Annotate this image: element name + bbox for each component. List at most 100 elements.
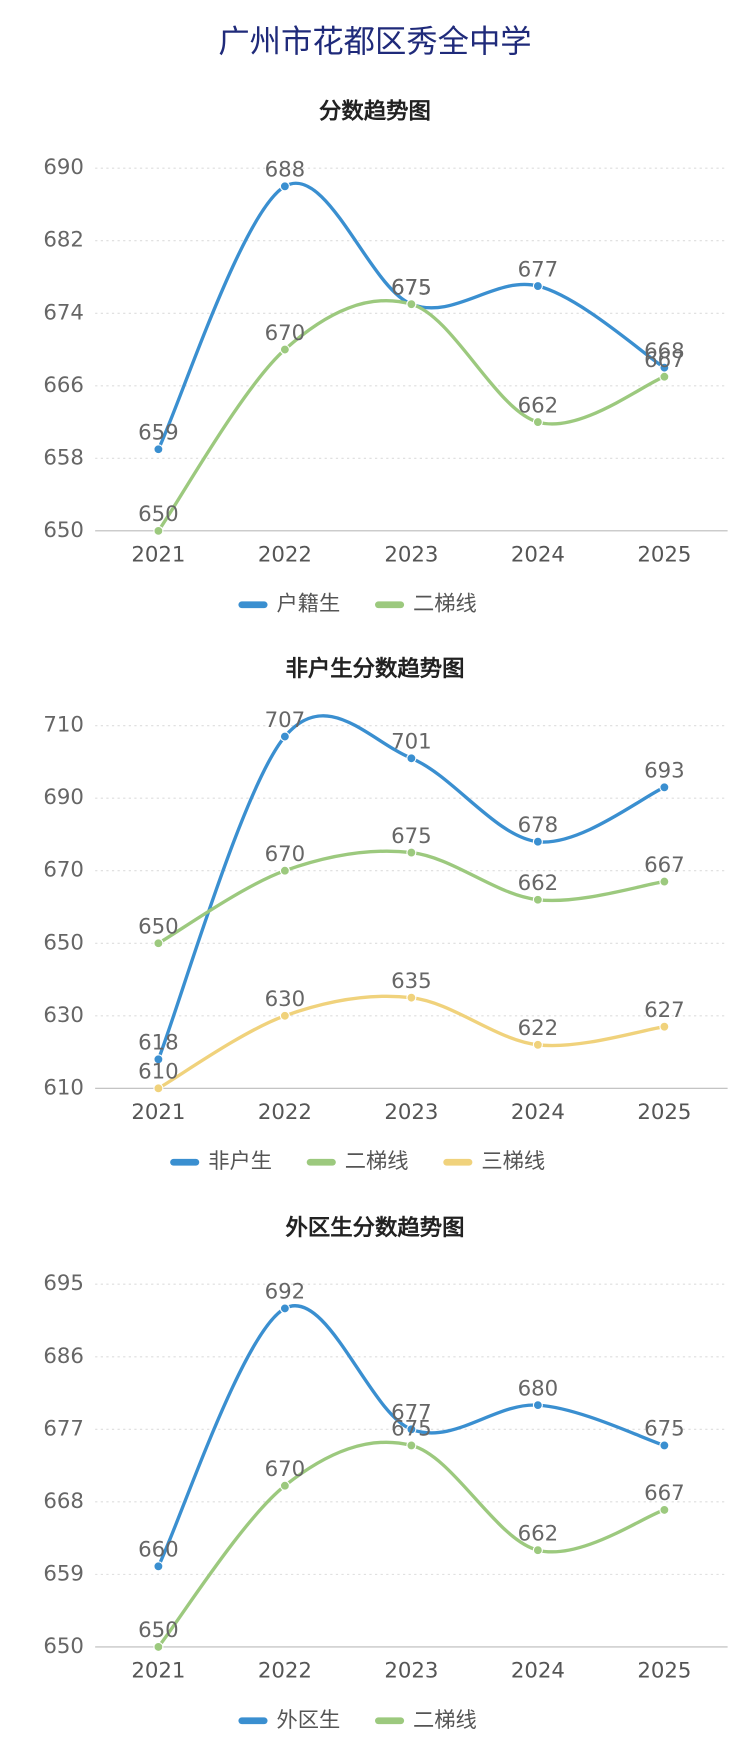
value-label: 662 [518, 871, 559, 896]
data-point [279, 865, 290, 876]
data-point [659, 1021, 670, 1032]
x-tick-label: 2025 [637, 1659, 691, 1684]
data-point [532, 1545, 543, 1556]
legend-label: 三梯线 [481, 1149, 545, 1174]
value-label: 659 [138, 421, 179, 446]
value-label: 675 [391, 276, 432, 301]
y-tick-label: 650 [43, 518, 84, 543]
x-tick-label: 2022 [258, 1659, 312, 1684]
value-label: 701 [391, 730, 432, 755]
series-line [156, 181, 666, 450]
data-point [532, 1400, 543, 1411]
data-point [659, 876, 670, 887]
data-point [406, 299, 417, 310]
value-label: 622 [518, 1016, 559, 1041]
value-label: 662 [518, 393, 559, 418]
y-tick-label: 650 [43, 930, 84, 955]
legend-label: 二梯线 [413, 592, 477, 617]
data-point [153, 1054, 164, 1065]
y-tick-label: 668 [43, 1489, 84, 1514]
data-point [659, 782, 670, 793]
data-point [153, 525, 164, 536]
x-tick-label: 2022 [258, 1100, 312, 1125]
series-line [157, 1440, 665, 1648]
data-point [406, 847, 417, 858]
series-line [157, 849, 665, 945]
data-point [532, 894, 543, 905]
x-tick-label: 2023 [384, 1100, 438, 1125]
value-label: 670 [265, 842, 306, 867]
series-line [157, 994, 665, 1090]
legend-swatch [375, 1717, 405, 1725]
y-tick-label: 690 [43, 155, 84, 180]
data-point [153, 1641, 164, 1652]
x-tick-label: 2024 [511, 1100, 565, 1125]
legend-swatch [443, 1158, 473, 1166]
value-label: 630 [265, 987, 306, 1012]
data-point [532, 281, 543, 292]
y-tick-label: 659 [43, 1561, 84, 1586]
value-label: 680 [518, 1376, 559, 1401]
x-tick-label: 2025 [637, 542, 691, 567]
value-label: 618 [138, 1031, 179, 1056]
x-tick-label: 2025 [637, 1100, 691, 1125]
y-tick-label: 690 [43, 785, 84, 810]
y-tick-label: 670 [43, 858, 84, 883]
chart-title: 非户生分数趋势图 [285, 655, 464, 682]
value-label: 675 [644, 1417, 685, 1442]
value-label: 693 [644, 759, 685, 784]
data-point [279, 1303, 290, 1314]
x-tick-label: 2024 [511, 1659, 565, 1684]
x-tick-label: 2021 [131, 1659, 185, 1684]
legend-swatch [170, 1158, 200, 1166]
x-tick-label: 2021 [131, 1100, 185, 1125]
data-point [279, 1010, 290, 1021]
y-tick-label: 666 [43, 373, 84, 398]
legend-label: 二梯线 [345, 1149, 409, 1174]
series-line [156, 714, 666, 1060]
data-point [153, 444, 164, 455]
data-point [153, 1561, 164, 1572]
value-label: 675 [391, 1417, 432, 1442]
y-tick-label: 650 [43, 1634, 84, 1659]
value-label: 662 [518, 1522, 559, 1547]
data-point [659, 1440, 670, 1451]
legend-swatch [375, 601, 405, 609]
value-label: 668 [644, 339, 685, 364]
page-title: 广州市花都区秀全中学 [218, 24, 531, 60]
chart-title: 分数趋势图 [319, 99, 431, 125]
data-point [659, 1504, 670, 1515]
y-tick-label: 674 [43, 300, 84, 325]
chart-title: 外区生分数趋势图 [285, 1214, 464, 1241]
data-point [532, 836, 543, 847]
data-point [406, 1424, 417, 1435]
y-tick-label: 677 [43, 1416, 84, 1441]
y-tick-label: 695 [43, 1271, 84, 1296]
data-point [279, 181, 290, 192]
series-line [157, 299, 665, 532]
legend-swatch [306, 1158, 336, 1166]
x-tick-label: 2023 [384, 1659, 438, 1684]
value-label: 707 [265, 708, 306, 733]
value-label: 610 [138, 1060, 179, 1085]
series-line [156, 1304, 665, 1568]
value-label: 677 [518, 257, 559, 282]
data-point [532, 417, 543, 428]
x-tick-label: 2024 [511, 542, 565, 567]
value-label: 650 [138, 1618, 179, 1643]
legend-swatch [238, 601, 268, 609]
value-label: 627 [644, 998, 685, 1023]
value-label: 688 [265, 158, 306, 183]
x-tick-label: 2021 [131, 542, 185, 567]
data-point [406, 753, 417, 764]
x-tick-label: 2022 [258, 542, 312, 567]
y-tick-label: 710 [43, 713, 84, 738]
value-label: 670 [265, 1457, 306, 1482]
data-point [279, 731, 290, 742]
value-label: 650 [138, 502, 179, 527]
data-point [153, 1083, 164, 1094]
y-tick-label: 630 [43, 1003, 84, 1028]
data-point [406, 992, 417, 1003]
